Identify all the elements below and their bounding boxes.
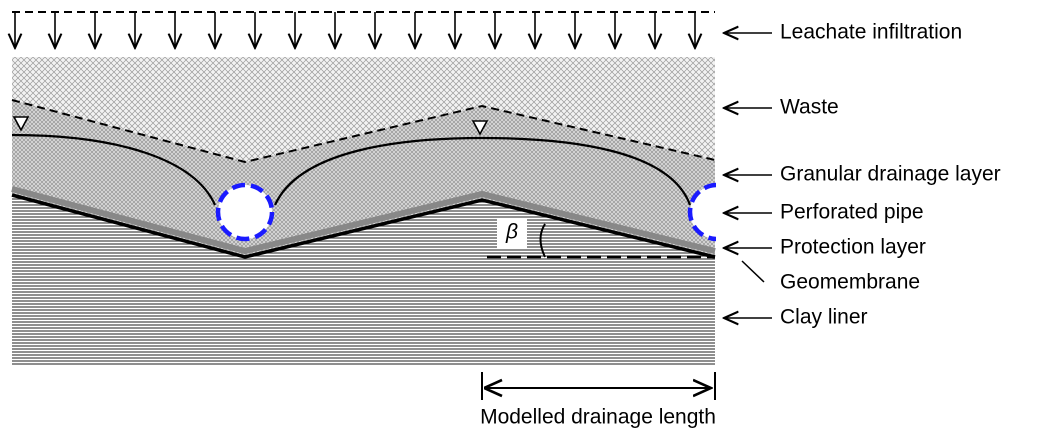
protection-layer [11,186,716,255]
layer-label: Clay liner [780,306,868,329]
pipe [215,182,275,242]
pipe [687,182,716,242]
dimension-label: Modelled drainage length [480,406,716,429]
angle-arc [539,223,546,258]
angle-label: β [505,221,518,244]
layer-label: Geomembrane [780,271,920,294]
layer-label: Waste [780,96,839,119]
layer-label: Protection layer [780,236,926,259]
geomembrane [11,193,716,259]
angle-box [497,218,527,248]
phreatic-curve [11,133,217,206]
layer-label: Perforated pipe [780,201,924,224]
water-symbol [471,120,489,136]
labels: Leachate infiltration Waste Granular drain… [724,21,1001,329]
geomembrane-leader [741,260,765,283]
phreatic-curve [273,136,692,206]
infiltration-arrows [15,12,695,48]
clay-layer [12,195,715,365]
layer-label: Granular drainage layer [780,163,1001,186]
waste-layer [12,57,715,162]
water-symbol [12,116,30,132]
water-table [11,99,716,164]
layer-label: Leachate infiltration [780,21,962,44]
